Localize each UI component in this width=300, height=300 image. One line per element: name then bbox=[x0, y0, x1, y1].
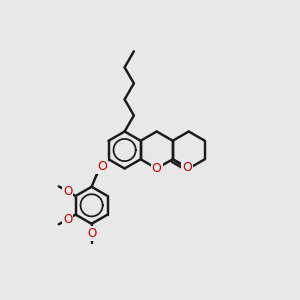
Text: O: O bbox=[152, 162, 162, 175]
Text: O: O bbox=[182, 161, 192, 174]
Text: O: O bbox=[63, 213, 72, 226]
Text: O: O bbox=[87, 226, 96, 240]
Text: O: O bbox=[97, 160, 107, 172]
Text: O: O bbox=[63, 185, 72, 198]
